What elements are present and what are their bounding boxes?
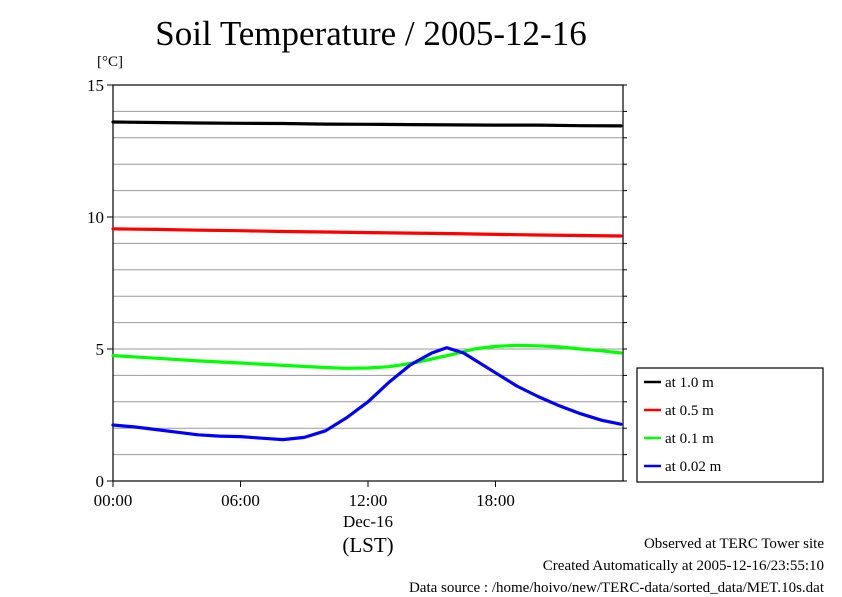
legend-entry: at 0.02 m (665, 459, 722, 475)
y-axis-unit-label: [°C] (97, 54, 123, 70)
data-source-note: Data source : /home/hoivo/new/TERC-data/… (408, 580, 824, 596)
x-tick-label: 00:00 (94, 491, 133, 510)
y-tick-label: 5 (96, 340, 105, 359)
x-axis-label: (LST) (342, 533, 393, 557)
series-line-2 (111, 343, 623, 370)
legend-entry: at 0.5 m (665, 403, 714, 419)
y-tick-label: 0 (96, 472, 105, 491)
legend-entry: at 1.0 m (665, 375, 714, 391)
legend-box (636, 367, 824, 483)
x-tick-label: 18:00 (476, 491, 515, 510)
series-line-1 (111, 227, 623, 238)
creation-timestamp-note: Created Automatically at 2005-12-16/23:5… (542, 558, 824, 574)
chart-title: Soil Temperature / 2005-12-16 (155, 14, 587, 53)
legend-entry: at 0.1 m (665, 431, 714, 447)
x-tick-label: 12:00 (349, 491, 388, 510)
x-tick-label: 06:00 (221, 491, 260, 510)
plot-frame (112, 84, 624, 482)
series-line-3 (111, 346, 623, 442)
y-tick-label: 15 (87, 76, 104, 95)
series-line-0 (111, 120, 623, 128)
y-tick-label: 10 (87, 208, 104, 227)
observation-site-note: Observed at TERC Tower site (643, 536, 824, 552)
x-date-label: Dec-16 (343, 512, 393, 531)
